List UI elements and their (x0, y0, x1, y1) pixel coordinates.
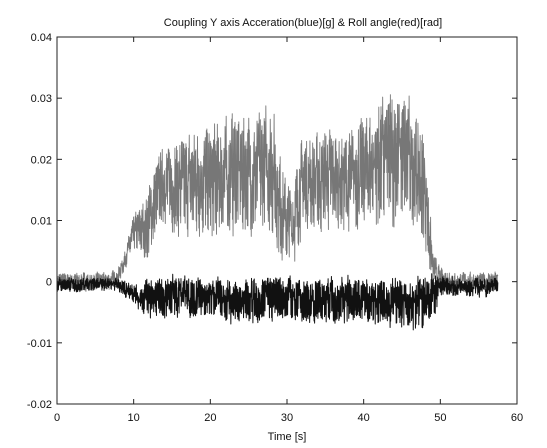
x-tick-label: 0 (54, 412, 60, 424)
y-tick-label: -0.01 (27, 338, 52, 350)
y-tick-label: 0.02 (31, 154, 52, 166)
y-tick-label: 0 (46, 277, 52, 289)
series-line-roll-angle (56, 273, 499, 331)
y-tick-label: -0.02 (27, 399, 52, 411)
x-tick-label: 50 (434, 412, 446, 424)
y-tick-label: 0.01 (31, 216, 52, 228)
chart-title: Coupling Y axis Acceration(blue)[g] & Ro… (164, 17, 442, 29)
y-tick-label: 0.03 (31, 93, 52, 105)
x-tick-label: 10 (128, 412, 140, 424)
x-tick-label: 20 (204, 412, 216, 424)
y-tick-label: 0.04 (31, 32, 52, 44)
series-line-acceleration (56, 94, 499, 292)
ticks-layer: 0 10 20 30 40 50 60 0.04 0.03 0.02 0.01 0 -0.01 -0.02 (27, 32, 523, 424)
x-tick-label: 60 (511, 412, 523, 424)
x-axis-label: Time [s] (268, 431, 307, 443)
x-tick-label: 40 (358, 412, 370, 424)
x-tick-label: 30 (281, 412, 293, 424)
series-layer (56, 94, 499, 331)
